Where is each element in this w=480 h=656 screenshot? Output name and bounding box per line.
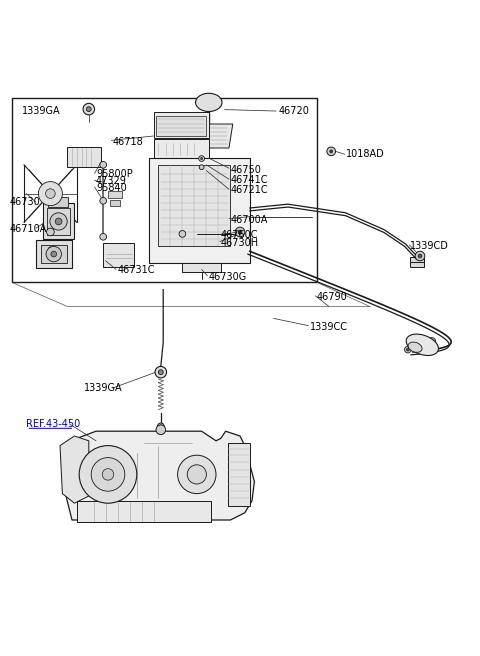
- Circle shape: [187, 465, 206, 484]
- Polygon shape: [185, 124, 233, 148]
- Circle shape: [158, 370, 163, 375]
- Circle shape: [100, 197, 107, 204]
- Ellipse shape: [196, 93, 222, 112]
- Text: 46730G: 46730G: [209, 272, 247, 281]
- Text: 1339CC: 1339CC: [310, 321, 348, 331]
- Circle shape: [86, 107, 91, 112]
- Circle shape: [327, 147, 336, 155]
- Bar: [103, 243, 134, 266]
- Circle shape: [79, 445, 137, 503]
- Text: 46731C: 46731C: [118, 266, 155, 276]
- Circle shape: [100, 234, 107, 240]
- Circle shape: [102, 468, 114, 480]
- Circle shape: [47, 228, 54, 236]
- Text: 46760C: 46760C: [221, 230, 258, 240]
- Circle shape: [159, 425, 162, 428]
- Circle shape: [178, 455, 216, 493]
- Polygon shape: [62, 431, 254, 520]
- Text: 1018AD: 1018AD: [346, 150, 384, 159]
- Text: 95800P: 95800P: [96, 169, 133, 179]
- Polygon shape: [182, 263, 221, 272]
- Circle shape: [91, 458, 125, 491]
- Bar: [156, 116, 206, 136]
- Bar: [108, 191, 122, 198]
- Bar: [158, 165, 230, 247]
- Text: 46790: 46790: [317, 292, 348, 302]
- Circle shape: [199, 155, 204, 161]
- Bar: [47, 207, 70, 236]
- Bar: [154, 139, 209, 157]
- Text: 46730H: 46730H: [221, 237, 259, 247]
- Bar: [12, 98, 317, 282]
- Circle shape: [55, 218, 62, 225]
- Bar: [43, 203, 74, 239]
- Bar: [77, 501, 211, 522]
- Bar: [67, 147, 101, 167]
- Bar: [36, 240, 72, 268]
- Bar: [410, 257, 424, 266]
- Circle shape: [179, 230, 186, 237]
- Circle shape: [157, 423, 164, 430]
- Text: 46741C: 46741C: [230, 175, 268, 185]
- Text: 46721C: 46721C: [230, 185, 268, 195]
- Circle shape: [235, 227, 245, 237]
- Text: 47329: 47329: [96, 176, 127, 186]
- Text: 46720: 46720: [278, 106, 309, 116]
- Text: REF.43-450: REF.43-450: [26, 419, 81, 429]
- Circle shape: [156, 425, 166, 434]
- Circle shape: [48, 247, 52, 251]
- Polygon shape: [60, 436, 89, 503]
- Circle shape: [418, 254, 422, 258]
- Circle shape: [83, 104, 95, 115]
- Circle shape: [415, 251, 425, 261]
- Circle shape: [50, 213, 67, 230]
- Polygon shape: [149, 157, 250, 263]
- Circle shape: [38, 182, 62, 205]
- Text: 46700A: 46700A: [230, 215, 268, 224]
- Text: 1339GA: 1339GA: [84, 383, 122, 393]
- Text: 1339CD: 1339CD: [410, 241, 449, 251]
- Circle shape: [100, 161, 107, 168]
- Circle shape: [330, 150, 333, 153]
- Bar: [48, 197, 68, 207]
- Text: 46710A: 46710A: [10, 224, 47, 234]
- Circle shape: [46, 189, 55, 198]
- Bar: [41, 245, 67, 263]
- Text: 95840: 95840: [96, 183, 127, 193]
- Circle shape: [238, 230, 242, 234]
- Circle shape: [51, 251, 57, 257]
- Ellipse shape: [406, 334, 438, 356]
- Bar: [228, 443, 250, 506]
- Bar: [154, 112, 209, 138]
- Ellipse shape: [408, 342, 422, 352]
- Text: 1339GA: 1339GA: [22, 106, 60, 116]
- Text: 46718: 46718: [113, 136, 144, 147]
- Circle shape: [199, 165, 204, 170]
- Text: 46750: 46750: [230, 165, 261, 174]
- Circle shape: [46, 247, 61, 262]
- Circle shape: [405, 346, 411, 353]
- Text: 46730: 46730: [10, 197, 40, 207]
- Circle shape: [201, 157, 203, 159]
- Bar: [110, 200, 120, 205]
- Circle shape: [407, 348, 409, 351]
- Circle shape: [155, 367, 167, 378]
- Circle shape: [428, 338, 436, 345]
